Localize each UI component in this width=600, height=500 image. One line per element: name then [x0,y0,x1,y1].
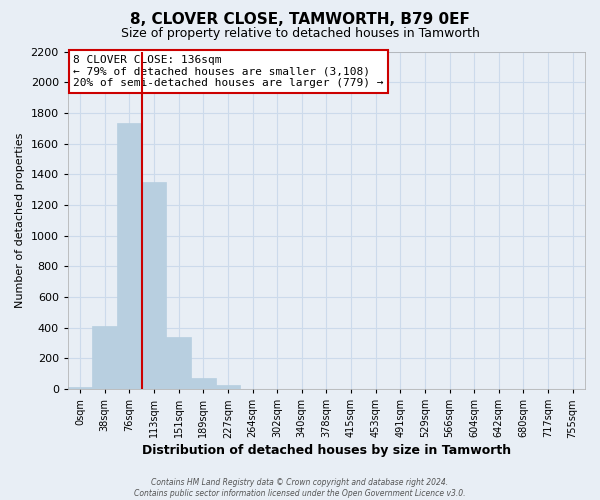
Bar [191,378,215,389]
Y-axis label: Number of detached properties: Number of detached properties [15,132,25,308]
Bar [68,386,92,389]
X-axis label: Distribution of detached houses by size in Tamworth: Distribution of detached houses by size … [142,444,511,458]
Text: 8, CLOVER CLOSE, TAMWORTH, B79 0EF: 8, CLOVER CLOSE, TAMWORTH, B79 0EF [130,12,470,28]
Text: Contains HM Land Registry data © Crown copyright and database right 2024.
Contai: Contains HM Land Registry data © Crown c… [134,478,466,498]
Bar [215,385,240,389]
Bar [166,337,191,389]
Text: Size of property relative to detached houses in Tamworth: Size of property relative to detached ho… [121,28,479,40]
Bar [117,123,142,389]
Bar [142,182,166,389]
Bar [92,326,117,389]
Text: 8 CLOVER CLOSE: 136sqm
← 79% of detached houses are smaller (3,108)
20% of semi-: 8 CLOVER CLOSE: 136sqm ← 79% of detached… [73,55,383,88]
